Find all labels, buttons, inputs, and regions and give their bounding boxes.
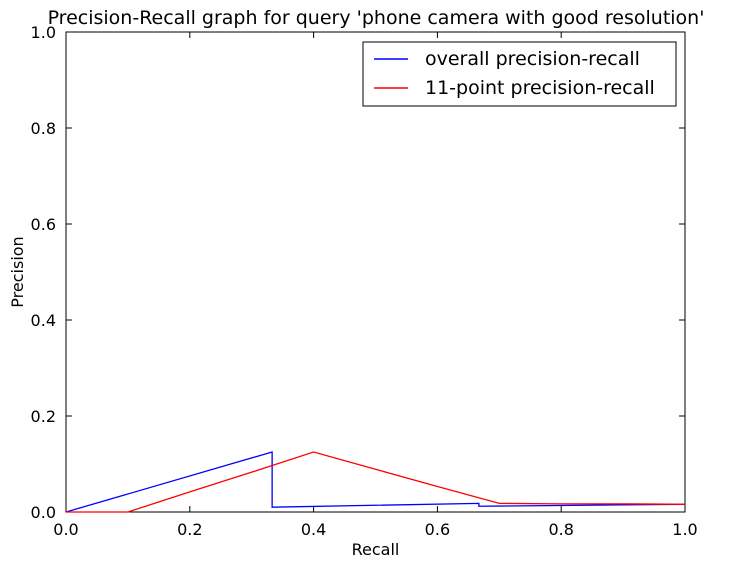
axis-tick-labels: 0.0 0.2 0.4 0.6 0.8 1.0 0.0 0.2 0.4 0.6 0.8 1.0 [31,23,698,539]
y-tick-label: 0.0 [31,503,56,522]
y-tick-label: 0.6 [31,215,56,234]
y-tick-label: 0.2 [31,407,56,426]
legend-label-11-point: 11-point precision-recall [425,77,655,99]
series-line-overall [65,451,686,513]
y-tick-label: 0.4 [31,311,56,330]
axis-ticks [65,31,686,513]
plot-area [65,31,686,513]
x-tick-label: 0.2 [177,520,202,539]
x-tick-label: 0.8 [548,520,573,539]
x-tick-label: 0.6 [425,520,450,539]
x-tick-label: 0.0 [53,520,78,539]
x-tick-label: 0.4 [301,520,326,539]
y-tick-label: 1.0 [31,23,56,42]
y-axis-label: Precision [8,236,27,307]
series-lines [65,451,686,513]
x-tick-label: 1.0 [672,520,697,539]
legend-box [362,41,677,107]
x-axis-label: Recall [352,540,400,559]
legend-label-overall: overall precision-recall [425,48,640,70]
chart-title: Precision-Recall graph for query 'phone … [48,7,705,29]
y-tick-label: 0.8 [31,119,56,138]
legend: overall precision-recall 11-point precis… [362,41,677,107]
series-line-11-point [66,451,686,513]
